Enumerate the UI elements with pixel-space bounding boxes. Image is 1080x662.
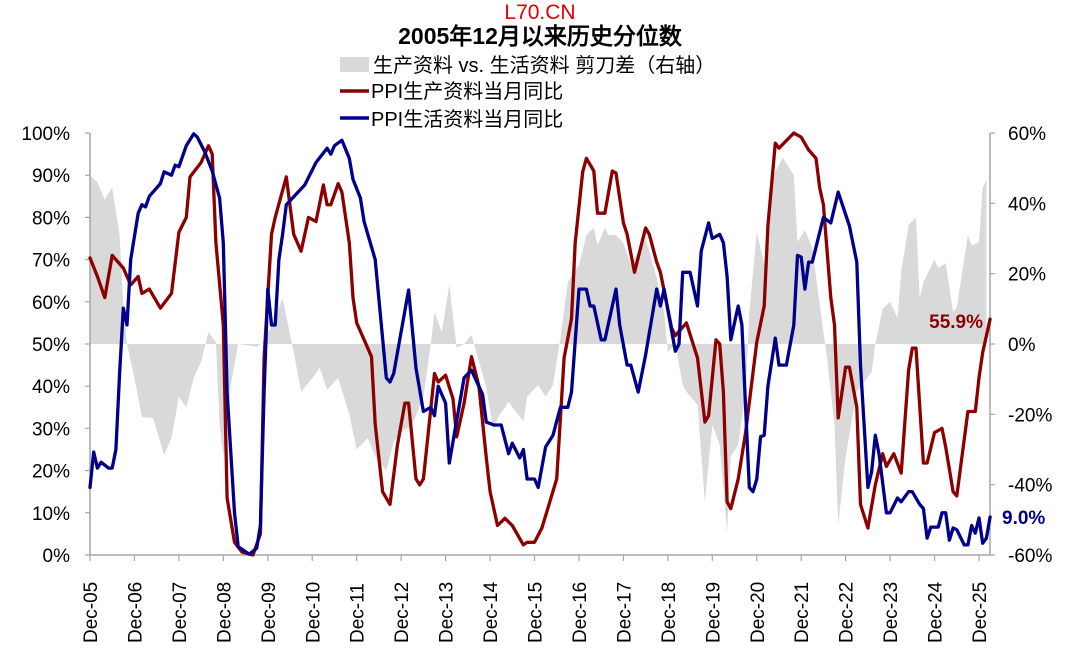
watermark: L70.CN	[504, 1, 575, 24]
right-axis-tick-label: 0%	[1008, 335, 1036, 356]
consumer-ppi-line	[88, 132, 992, 556]
left-axis-tick-label: 70%	[32, 251, 70, 272]
left-axis-tick-label: 0%	[43, 546, 71, 567]
x-axis-tick-label: Dec-10	[303, 582, 324, 643]
x-axis-tick-label: Dec-18	[659, 582, 680, 643]
legend-label-consumer-ppi: PPI生活资料当月同比	[371, 108, 563, 131]
x-axis-tick-label: Dec-16	[570, 582, 591, 643]
left-axis-tick-label: 20%	[32, 462, 70, 483]
x-axis-tick-label: Dec-23	[881, 582, 902, 643]
left-axis-tick-label: 80%	[32, 208, 70, 229]
x-axis-tick-label: Dec-09	[259, 582, 280, 643]
legend-label-producer-ppi: PPI生产资料当月同比	[371, 80, 563, 103]
x-axis-tick-label: Dec-14	[481, 581, 502, 643]
x-axis-tick-label: Dec-20	[748, 582, 769, 643]
scissors-gap-area	[90, 157, 987, 533]
chart-title: 2005年12月以来历史分位数	[398, 23, 683, 49]
x-axis-tick-label: Dec-07	[170, 582, 191, 643]
x-axis-tick-label: Dec-21	[792, 582, 813, 643]
x-axis-tick-label: Dec-05	[81, 582, 102, 643]
left-axis-tick-label: 40%	[32, 377, 70, 398]
left-axis-tick-label: 30%	[32, 419, 70, 440]
x-axis-tick-label: Dec-15	[526, 582, 547, 643]
label-layer: 0% 10% 20% 30% 40% 50% 60% 70% 80% 90% 100% -60% -40…	[21, 124, 1052, 643]
x-axis-tick-label: Dec-24	[926, 581, 947, 643]
right-axis-tick-label: 40%	[1008, 194, 1046, 215]
right-axis-tick-label: -60%	[1008, 546, 1052, 567]
right-axis-tick-label: 20%	[1008, 265, 1046, 286]
legend-label-scissors-gap: 生产资料 vs. 生活资料 剪刀差（右轴）	[373, 54, 715, 77]
right-axis-tick-label: -20%	[1008, 405, 1052, 426]
x-axis-tick-label: Dec-08	[214, 582, 235, 643]
legend-swatch-scissors-gap	[340, 57, 369, 72]
consumer-ppi-end-label: 9.0%	[1002, 508, 1045, 529]
x-axis-tick-label: Dec-17	[614, 582, 635, 643]
x-axis-tick-label: Dec-19	[703, 582, 724, 643]
left-axis-tick-label: 100%	[21, 124, 70, 145]
line-layer	[88, 131, 992, 557]
x-axis-tick-label: Dec-12	[392, 582, 413, 643]
left-axis-tick-label: 90%	[32, 166, 70, 187]
x-axis-tick-label: Dec-13	[437, 582, 458, 643]
left-axis-tick-label: 60%	[32, 293, 70, 314]
left-axis-tick-label: 50%	[32, 335, 70, 356]
left-axis-tick-label: 10%	[32, 504, 70, 525]
right-axis-tick-label: -40%	[1008, 476, 1052, 497]
x-axis-tick-label: Dec-11	[348, 583, 369, 643]
right-axis-tick-label: 60%	[1008, 124, 1046, 145]
x-axis-tick-label: Dec-06	[125, 582, 146, 643]
legend: 生产资料 vs. 生活资料 剪刀差（右轴） PPI生产资料当月同比 PPI生活资…	[340, 54, 715, 131]
x-axis-tick-label: Dec-25	[970, 582, 991, 643]
producer-ppi-end-label: 55.9%	[929, 312, 983, 333]
x-axis-tick-label: Dec-22	[837, 582, 858, 643]
area-layer	[90, 157, 987, 533]
